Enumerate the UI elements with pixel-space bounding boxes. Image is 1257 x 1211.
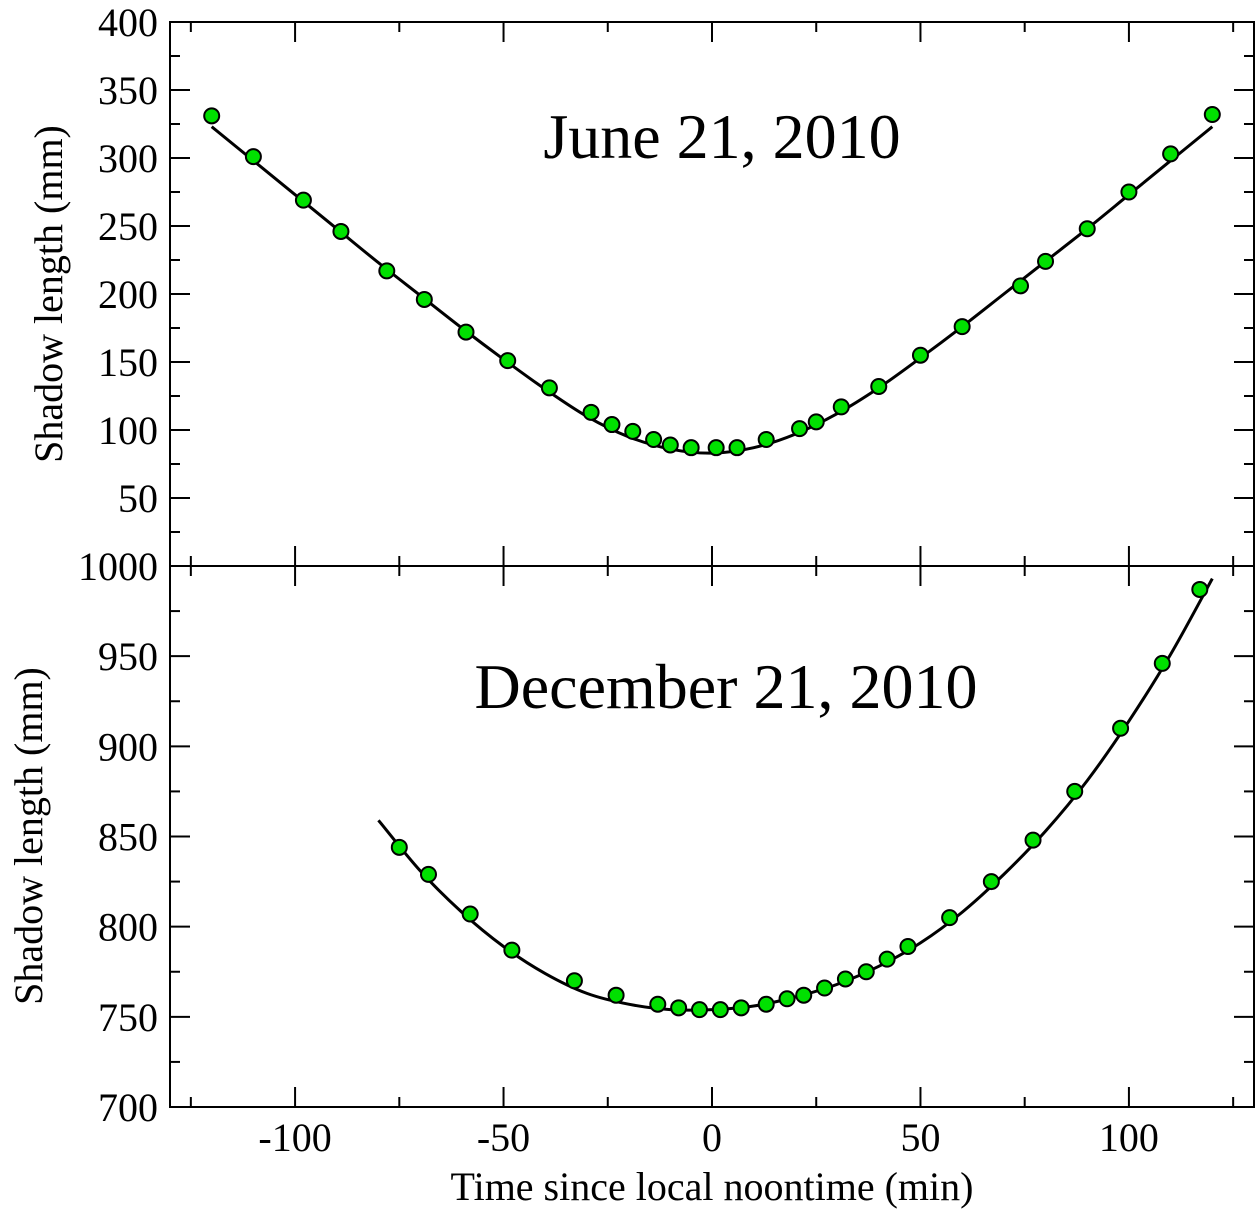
june-data-point [244,148,262,166]
december-y-tick-label: 800 [98,905,158,950]
december-data-point [878,950,896,968]
december-ticks: 700 750 800 850 900 950 1000 -100 -50 0 50 100 [78,544,1254,1160]
june-annotation: June 21, 2010 [543,101,900,172]
june-data-point [1203,105,1221,123]
december-data-point [419,865,437,883]
june-y-tick-label: 200 [98,272,158,317]
december-data-point [565,972,583,990]
december-data-point [649,995,667,1013]
june-data-point [582,403,600,421]
december-data-point [982,873,1000,891]
x-axis-title: Time since local noontime (min) [451,1164,974,1209]
june-fit-curve-layer [210,125,1214,455]
june-data-point [499,352,517,370]
june-y-tick-label: 100 [98,408,158,453]
december-data-point [899,938,917,956]
december-data-point [690,1001,708,1019]
june-data-point [870,377,888,395]
december-data-point [1112,719,1130,737]
june-ticks: 50 100 150 200 250 300 350 400 [98,0,1254,567]
december-data-point [390,838,408,856]
december-fit-curve [377,577,1214,1012]
december-data-point [757,995,775,1013]
june-data-point [661,436,679,454]
june-data-point [415,290,433,308]
june-data-point [378,262,396,280]
june-data-point [728,439,746,457]
june-data-point [911,346,929,364]
june-fit-curve [210,125,1214,455]
june-data-point [1078,220,1096,238]
december-y-tick-label: 900 [98,724,158,769]
june-data-point [1120,183,1138,201]
june-y-tick-label: 350 [98,68,158,113]
june-y-tick-label: 250 [98,204,158,249]
december-data-point [778,990,796,1008]
june-data-point [294,191,312,209]
june-data-point [791,420,809,438]
june-data-point [807,413,825,431]
december-x-tick-label: 0 [702,1115,722,1160]
june-y-tick-label: 50 [118,476,158,521]
june-data-point [757,431,775,449]
june-y-tick-label: 400 [98,0,158,45]
december-x-tick-label: 50 [900,1115,940,1160]
december-y-tick-label: 950 [98,634,158,679]
june-data-point [624,422,642,440]
june-data-point [1012,277,1030,295]
december-y-axis-title: Shadow length (mm) [6,667,51,1005]
june-data-point [953,318,971,336]
june-data-point [1037,252,1055,270]
june-y-axis-title: Shadow length (mm) [26,125,71,463]
december-data-point [1024,831,1042,849]
december-y-tick-label: 700 [98,1085,158,1130]
december-data-points [390,580,1209,1019]
december-data-point [1153,654,1171,672]
december-data-point [461,905,479,923]
june-data-point [645,431,663,449]
december-data-point [816,979,834,997]
december-data-point [795,986,813,1004]
december-y-tick-label: 850 [98,815,158,860]
december-panel: 700 750 800 850 900 950 1000 -100 -50 0 50 100 Dece… [6,544,1255,1160]
june-data-point [540,379,558,397]
june-data-points [203,105,1221,457]
june-data-point [332,222,350,240]
december-x-tick-label: -50 [477,1115,530,1160]
december-y-tick-label: 750 [98,995,158,1040]
june-data-point [603,416,621,434]
december-x-tick-label: -100 [258,1115,331,1160]
december-data-point [941,909,959,927]
june-data-point [832,398,850,416]
december-annotation: December 21, 2010 [475,651,978,722]
june-data-point [203,107,221,125]
december-data-point [836,970,854,988]
june-data-point [707,439,725,457]
december-data-point [503,941,521,959]
june-data-point [682,439,700,457]
december-data-point [1191,580,1209,598]
june-y-tick-label: 300 [98,136,158,181]
december-fit-curve-layer [377,577,1214,1012]
december-data-point [1066,782,1084,800]
december-data-point [711,1001,729,1019]
december-x-tick-label: 100 [1099,1115,1159,1160]
december-data-point [732,999,750,1017]
december-y-tick-label: 1000 [78,544,158,589]
june-data-point [457,323,475,341]
december-plot-frame [169,565,1255,1108]
june-panel: 50 100 150 200 250 300 350 400 June 21, 2010 Sh… [26,0,1255,567]
june-y-tick-label: 150 [98,340,158,385]
december-data-point [670,999,688,1017]
june-data-point [1162,145,1180,163]
december-data-point [607,986,625,1004]
december-data-point [857,963,875,981]
